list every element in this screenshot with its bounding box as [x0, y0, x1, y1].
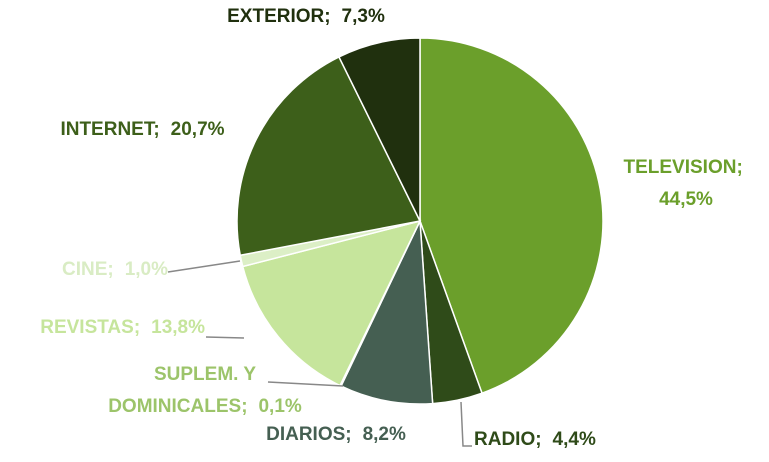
value-label: 44,5% [659, 189, 713, 210]
separator: ; [153, 119, 160, 140]
data-label: TELEVISION; 44,5% [616, 152, 756, 216]
category-name: RADIO [474, 429, 536, 450]
data-label: INTERNET; 20,7% [20, 114, 265, 146]
separator: ; [324, 6, 331, 27]
leader-line [167, 260, 241, 273]
value-label: 4,4% [552, 429, 596, 450]
value-label: 7,3% [341, 6, 385, 27]
leader-line [267, 381, 344, 387]
category-name: DIARIOS [266, 424, 346, 445]
data-label: REVISTAS; 13,8% [0, 312, 205, 344]
separator: ; [133, 317, 141, 338]
separator: ; [241, 396, 248, 417]
value-label: 20,7% [170, 119, 225, 140]
category-name: TELEVISION [623, 157, 737, 178]
leader-line [205, 336, 245, 339]
value-label: 8,2% [362, 424, 406, 445]
pie-slice [236, 55, 422, 257]
category-name: EXTERIOR [227, 6, 325, 27]
separator: ; [736, 157, 743, 178]
pie-slice [419, 37, 604, 395]
pie-slice [337, 37, 421, 222]
category-name: CINE [61, 259, 108, 280]
category-name: REVISTAS [40, 317, 134, 338]
data-label: EXTERIOR; 7,3% [196, 1, 416, 33]
leader-line [460, 401, 472, 447]
value-label: 13,8% [151, 317, 205, 338]
pie [236, 37, 604, 405]
data-label: DIARIOS; 8,2% [256, 419, 416, 451]
category-name: SUPLEM. Y DOMINICALES [108, 364, 257, 417]
data-label: SUPLEM. Y DOMINICALES; 0,1% [100, 359, 310, 423]
separator: ; [107, 259, 114, 280]
category-name: INTERNET [60, 119, 154, 140]
pie-slice [241, 219, 422, 387]
separator: ; [535, 429, 542, 450]
value-label: 1,0% [124, 259, 168, 280]
data-label: RADIO; 4,4% [474, 424, 634, 456]
pie-slice [340, 218, 434, 405]
value-label: 0,1% [258, 396, 302, 417]
separator: ; [345, 424, 352, 445]
data-label: CINE; 1,0% [0, 254, 168, 286]
